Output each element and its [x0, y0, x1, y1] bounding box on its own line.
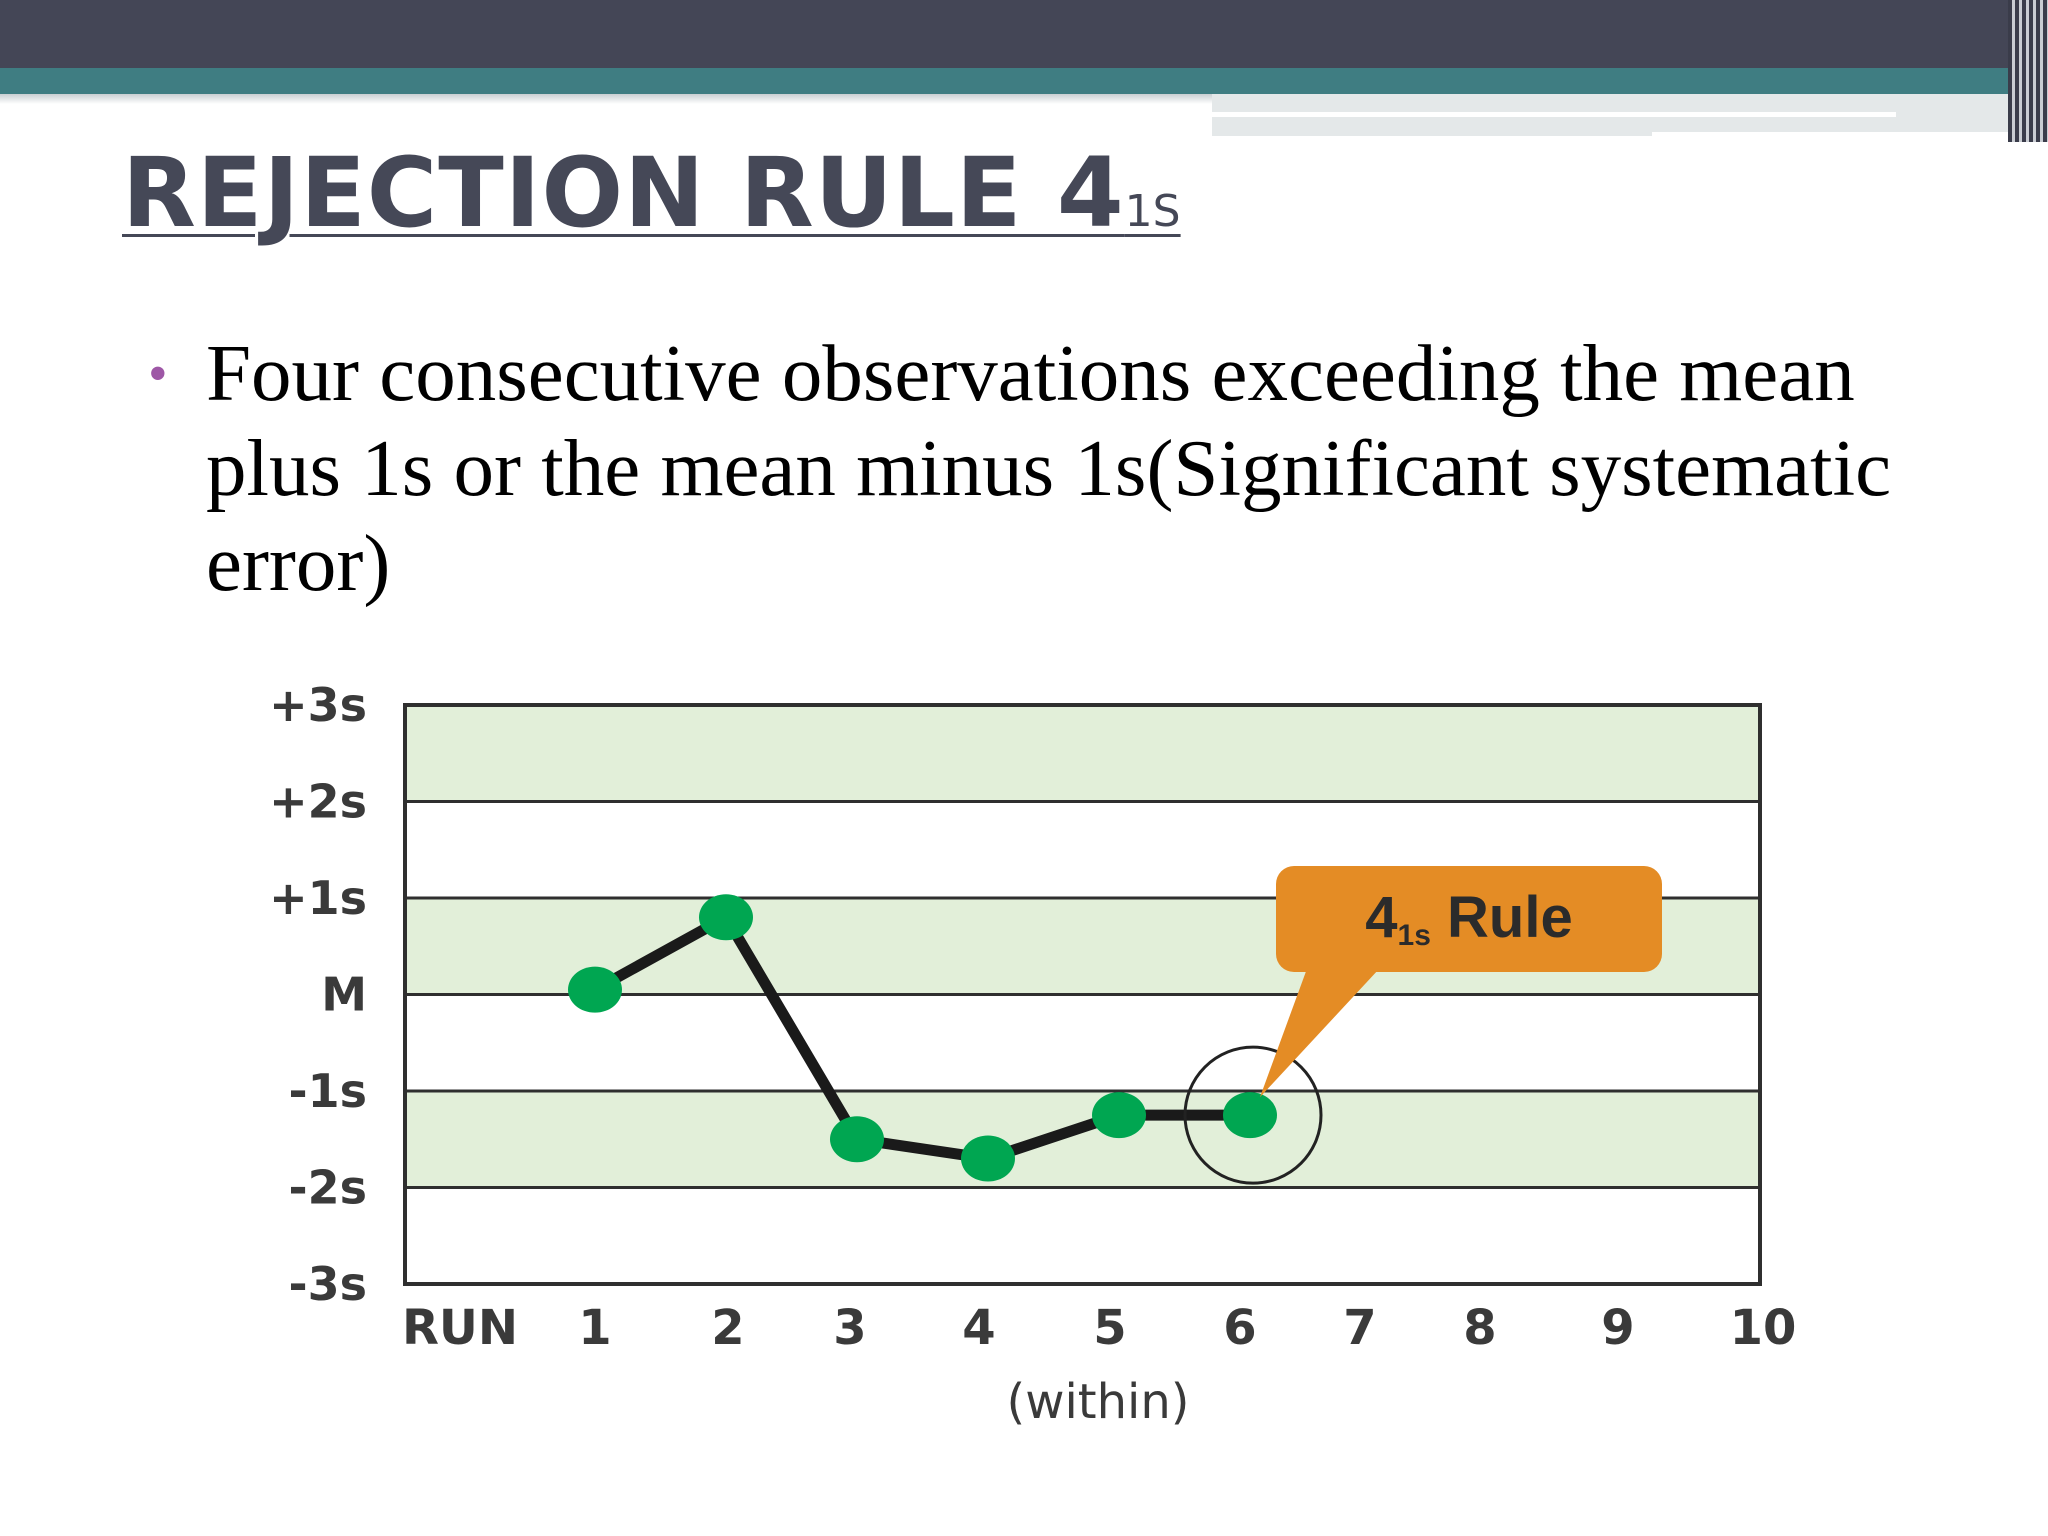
- slide-title-subscript: 1S: [1124, 186, 1181, 237]
- data-point: [1223, 1092, 1277, 1139]
- chart-band: [405, 1091, 1760, 1188]
- x-tick-label: 3: [833, 1300, 866, 1356]
- x-tick-label: 2: [711, 1300, 744, 1356]
- callout-label: 41s Rule: [1365, 885, 1572, 952]
- data-point: [961, 1135, 1015, 1182]
- callout-pointer: [1260, 955, 1392, 1098]
- x-tick-label: 1: [578, 1300, 611, 1356]
- header-stripes: [2008, 0, 2048, 142]
- slide-title: REJECTION RULE 41S: [122, 138, 1181, 267]
- bullet-marker: •: [148, 343, 168, 405]
- header-accent-line: [1652, 132, 2012, 137]
- x-tick-label: 8: [1463, 1300, 1496, 1356]
- x-tick-label: 7: [1343, 1300, 1376, 1356]
- header-teal-band: [0, 68, 2048, 94]
- x-axis-label: (within): [1006, 1374, 1189, 1430]
- plot-frame: [403, 703, 1762, 1286]
- data-point: [568, 966, 622, 1013]
- x-tick-label: 6: [1223, 1300, 1256, 1356]
- highlight-ring: [1183, 1045, 1323, 1185]
- y-tick-label: +2s: [269, 775, 367, 829]
- data-point: [830, 1116, 884, 1163]
- x-tick-label: 10: [1730, 1300, 1797, 1356]
- header-dark-band: [0, 0, 2048, 68]
- y-tick-label: M: [321, 968, 367, 1022]
- y-tick-label: +1s: [269, 871, 367, 925]
- y-tick-label: +3s: [269, 678, 367, 732]
- y-tick-label: -1s: [289, 1064, 367, 1118]
- x-tick-label: 4: [962, 1300, 995, 1356]
- slide-title-text: REJECTION RULE 4: [122, 137, 1125, 249]
- x-axis-prefix: RUN: [402, 1300, 518, 1356]
- y-tick-label: -3s: [289, 1257, 367, 1311]
- data-point: [699, 894, 753, 941]
- data-point: [1092, 1092, 1146, 1139]
- callout-box: [1276, 866, 1662, 972]
- y-tick-label: -2s: [289, 1161, 367, 1215]
- header-shadow: [0, 94, 1212, 104]
- header-accent-line: [1212, 112, 1896, 117]
- x-tick-label: 5: [1093, 1300, 1126, 1356]
- chart-band: [405, 705, 1760, 802]
- bullet-text: Four consecutive observations exceeding …: [206, 328, 1892, 608]
- x-tick-label: 9: [1601, 1300, 1634, 1356]
- bullet-item: • Four consecutive observations exceedin…: [148, 326, 1908, 611]
